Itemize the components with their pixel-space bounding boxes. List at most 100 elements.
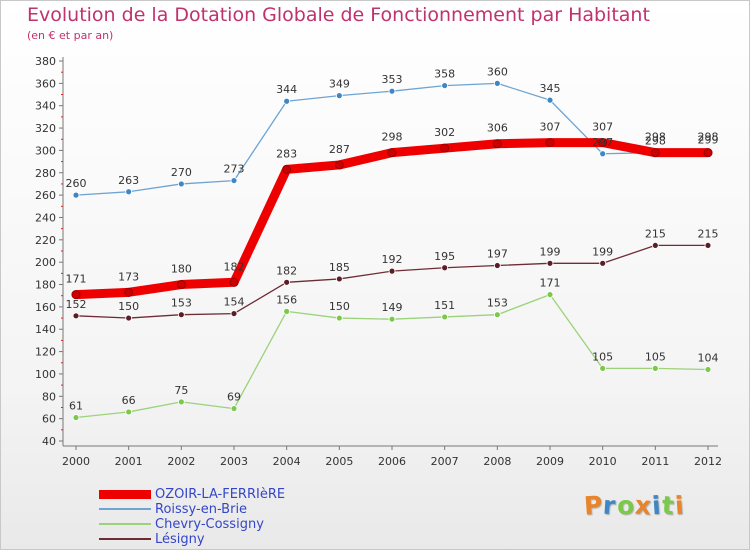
- data-point: [440, 143, 450, 153]
- data-point: [72, 191, 80, 199]
- data-label: 151: [434, 299, 455, 312]
- logo-letter: P: [583, 490, 605, 521]
- x-tick-label: 2005: [325, 455, 353, 468]
- data-point: [283, 97, 291, 105]
- data-point: [230, 177, 238, 184]
- legend-item: Chevry-Cossigny: [99, 517, 264, 532]
- data-point: [599, 259, 607, 267]
- data-point: [334, 160, 344, 170]
- chart-subtitle: (en € et par an): [27, 29, 114, 42]
- data-point: [546, 96, 554, 104]
- data-label: 349: [329, 78, 350, 91]
- y-tick-label: 260: [35, 189, 56, 202]
- data-point: [283, 307, 291, 315]
- x-tick-label: 2000: [62, 455, 90, 468]
- data-label: 192: [382, 253, 403, 266]
- data-point: [125, 314, 133, 322]
- data-label: 185: [329, 261, 350, 274]
- data-label: 353: [382, 73, 403, 86]
- y-tick-label: 160: [35, 301, 56, 314]
- y-tick-label: 40: [42, 435, 56, 448]
- y-tick-label: 200: [35, 256, 56, 269]
- data-label: 298: [382, 131, 403, 144]
- data-label: 104: [698, 351, 719, 364]
- data-label: 345: [540, 82, 561, 95]
- data-label: 182: [224, 260, 245, 273]
- data-point: [125, 408, 133, 416]
- data-label: 171: [540, 277, 561, 290]
- y-tick-label: 300: [35, 144, 56, 157]
- data-label: 150: [118, 300, 139, 313]
- data-point: [125, 188, 133, 196]
- data-label: 270: [171, 166, 192, 179]
- x-tick-label: 2001: [115, 455, 143, 468]
- data-label: 173: [118, 270, 139, 283]
- legend-label: OZOIR-LA-FERRIèRE: [155, 486, 286, 502]
- data-label: 215: [645, 227, 666, 240]
- y-tick-label: 120: [35, 346, 56, 359]
- x-tick-label: 2004: [273, 455, 301, 468]
- data-label: 199: [592, 245, 613, 258]
- data-label: 153: [487, 297, 508, 310]
- y-tick-label: 360: [35, 77, 56, 90]
- data-labels-l-signy: 152 150 153 154 182 185 192 195 197 199 199 215 215: [66, 227, 719, 313]
- data-point: [599, 364, 607, 372]
- data-point: [229, 277, 239, 287]
- logo-letter: x: [633, 490, 653, 521]
- legend-swatch: [99, 508, 151, 510]
- y-tick-label: 140: [35, 323, 56, 336]
- data-point: [72, 414, 80, 421]
- legend-label: Lésigny: [155, 531, 205, 547]
- legend-swatch: [99, 538, 151, 540]
- series-chevry-cossigny: [72, 291, 712, 421]
- data-label: 156: [276, 293, 297, 306]
- data-point: [546, 259, 554, 267]
- y-tick-label: 60: [42, 413, 56, 426]
- data-label: 298: [645, 135, 666, 148]
- data-label: 152: [66, 298, 87, 311]
- x-tick-label: 2010: [589, 455, 617, 468]
- data-label: 150: [329, 300, 350, 313]
- data-label: 358: [434, 68, 455, 81]
- data-point: [704, 242, 712, 249]
- x-tick-label: 2009: [536, 455, 564, 468]
- data-label: 298: [698, 131, 719, 144]
- legend-item: Lésigny: [99, 531, 205, 547]
- data-point: [388, 315, 396, 323]
- data-label: 182: [276, 264, 297, 277]
- y-tick-label: 80: [42, 390, 56, 403]
- data-point: [335, 275, 343, 283]
- data-labels-chevry-cossigny: 61 66 75 69 156 150 149 151 153 171 105 105 104: [69, 277, 719, 413]
- data-point: [335, 92, 343, 100]
- data-label: 180: [171, 263, 192, 276]
- y-tick-label: 320: [35, 122, 56, 135]
- x-tick-label: 2008: [483, 455, 511, 468]
- data-point: [493, 311, 501, 319]
- data-point: [176, 280, 186, 290]
- data-label: 171: [66, 273, 87, 286]
- data-label: 307: [540, 121, 561, 134]
- data-point: [441, 82, 449, 89]
- data-point: [387, 148, 397, 158]
- data-label: 287: [329, 143, 350, 156]
- data-label: 307: [592, 121, 613, 134]
- data-point: [599, 150, 607, 158]
- data-label: 75: [174, 384, 188, 397]
- y-tick-label: 280: [35, 167, 56, 180]
- data-point: [71, 290, 81, 300]
- x-tick-label: 2006: [378, 455, 406, 468]
- data-label: 153: [171, 297, 192, 310]
- data-label: 61: [69, 400, 83, 413]
- data-point: [177, 180, 185, 188]
- data-label: 263: [118, 174, 139, 187]
- data-label: 302: [434, 126, 455, 139]
- logo-letter: i: [673, 490, 686, 521]
- data-label: 260: [66, 177, 87, 190]
- data-label: 69: [227, 391, 241, 404]
- data-point: [283, 278, 291, 286]
- data-point: [650, 148, 660, 158]
- legend-swatch: [99, 523, 151, 525]
- data-label: 149: [382, 301, 403, 314]
